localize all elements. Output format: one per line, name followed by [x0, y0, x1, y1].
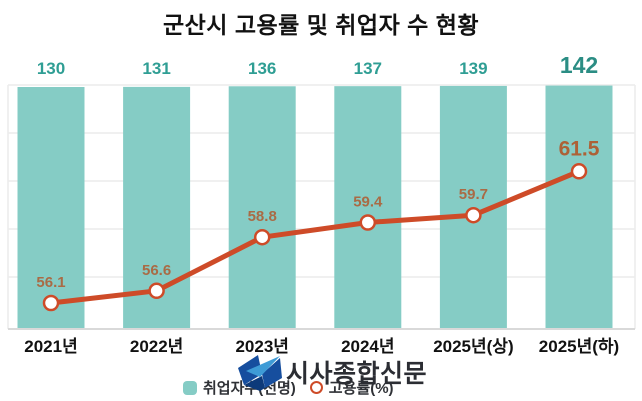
legend-label-employed-count: 취업자수(천명): [203, 380, 296, 397]
employment-rate-line: [48, 168, 582, 306]
bar-value-label: 142: [560, 52, 598, 78]
bar-series-swatch-icon: [183, 380, 197, 395]
legend-item-employment-rate: 고용률(%): [309, 377, 394, 398]
bar-value-label: 131: [142, 59, 170, 78]
bar-value-label: 136: [248, 59, 276, 78]
bar: [228, 86, 296, 329]
x-axis-label: 2025년(하): [539, 337, 619, 356]
line-series-marker-icon: [309, 381, 323, 394]
legend-label-employment-rate: 고용률(%): [328, 380, 394, 397]
line-value-label: 61.5: [559, 137, 600, 160]
line-point: [42, 294, 60, 312]
line-value-label: 59.4: [353, 194, 383, 211]
x-axis-label: 2024년: [341, 337, 394, 356]
line-value-label: 59.7: [459, 186, 488, 203]
line-point: [465, 206, 482, 224]
legend-item-employed-count: 취업자수(천명): [183, 377, 296, 398]
line-point: [148, 282, 165, 300]
bar: [17, 87, 85, 329]
bar: [545, 85, 613, 329]
line-value-label: 56.1: [36, 274, 65, 291]
bar-value-label: 130: [37, 59, 65, 78]
line-point: [570, 163, 588, 180]
bar-value-label: 139: [459, 59, 487, 78]
line-point: [253, 228, 271, 246]
line-point: [359, 214, 377, 231]
bar: [334, 86, 402, 329]
legend: 취업자수(천명) 고용률(%): [183, 377, 394, 398]
x-axis-label: 2021년: [24, 337, 77, 356]
chart-title: 군산시 고용률 및 취업자 수 현황: [162, 12, 480, 38]
line-value-label: 56.6: [142, 262, 171, 279]
x-axis-label: 2022년: [130, 337, 183, 356]
bar-value-label: 137: [354, 59, 382, 78]
line-value-label: 58.8: [248, 208, 277, 225]
x-axis-label: 2025년(상): [433, 337, 513, 356]
x-axis-label: 2023년: [235, 337, 288, 356]
